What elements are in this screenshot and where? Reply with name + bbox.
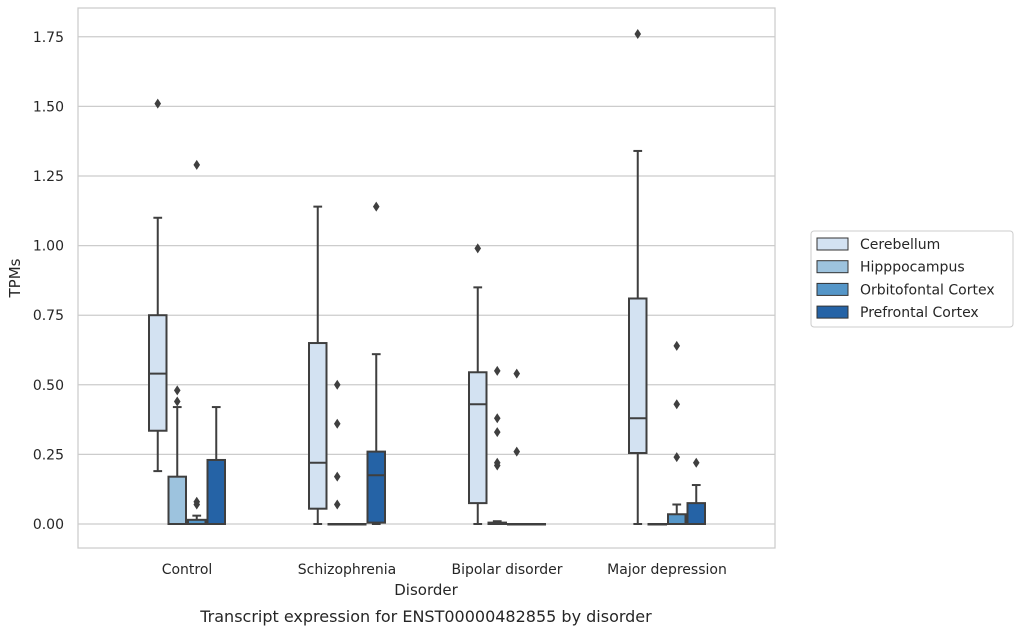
box-item: [487, 365, 507, 525]
box-item: [667, 340, 687, 525]
box-body: [167, 475, 187, 525]
outlier-point: [493, 413, 501, 424]
y-tick-label: 1.00: [33, 239, 64, 255]
box-item: [206, 406, 226, 525]
y-tick-label: 0.50: [33, 378, 64, 394]
box-item: [526, 523, 546, 526]
outlier-point: [474, 243, 482, 254]
y-tick-label: 0.00: [33, 517, 64, 533]
box-item: [327, 379, 347, 526]
legend-label: Cerebellum: [860, 237, 940, 253]
box-item: [148, 98, 168, 473]
box-item: [347, 523, 367, 526]
outlier-point: [513, 446, 521, 457]
box-item: [167, 385, 187, 525]
outlier-point: [154, 98, 162, 109]
x-tick-label: Control: [162, 562, 213, 578]
outlier-point: [634, 29, 642, 40]
legend-swatch: [816, 282, 849, 296]
outlier-point: [493, 427, 501, 438]
x-tick-label: Schizophrenia: [298, 562, 396, 578]
box-body: [206, 458, 226, 525]
legend-swatch: [816, 260, 849, 274]
outlier-point: [193, 496, 201, 507]
outlier-point: [333, 418, 341, 429]
outlier-point: [493, 457, 501, 468]
box-item: [647, 523, 667, 526]
x-tick-labels: Control Schizophrenia Bipolar disorder Majo…: [162, 562, 727, 578]
legend-swatch: [816, 305, 849, 319]
legend-swatch: [816, 237, 849, 251]
outlier-point: [333, 379, 341, 390]
box-series: [206, 201, 706, 526]
y-tick-label: 0.25: [33, 447, 64, 463]
x-axis-title: Disorder: [394, 581, 458, 599]
outlier-point: [493, 365, 501, 376]
outlier-point: [193, 159, 201, 170]
box-item: [628, 29, 648, 525]
box-body: [308, 342, 328, 510]
box-item: [468, 243, 488, 525]
chart-caption: Transcript expression for ENST0000048285…: [199, 607, 652, 626]
legend-frame: [810, 230, 1014, 328]
outlier-point: [673, 340, 681, 351]
box-item: [507, 368, 527, 526]
y-gridlines: [78, 36, 775, 525]
outlier-point: [173, 396, 181, 407]
box-body: [628, 297, 648, 455]
outlier-point: [692, 457, 700, 468]
plot-frame: [77, 7, 776, 549]
x-tick-label: Bipolar disorder: [451, 562, 562, 578]
outlier-point: [673, 399, 681, 410]
plot-area-background: [78, 8, 775, 548]
box-item: [686, 457, 706, 525]
x-tick-label: Major depression: [607, 562, 727, 578]
y-tick-label: 1.25: [33, 169, 64, 185]
y-tick-labels: 0.00 0.25 0.50 0.75 1.00 1.25 1.50 1.75: [33, 30, 64, 533]
box-body: [686, 502, 706, 525]
box-body: [468, 371, 488, 505]
legend-label: Prefrontal Cortex: [860, 305, 979, 321]
box-item: [366, 201, 386, 525]
box-item: [187, 159, 207, 525]
y-tick-label: 0.75: [33, 308, 64, 324]
box-body: [667, 513, 687, 525]
box-series: [148, 29, 648, 525]
legend-label: Orbitofontal Cortex: [860, 282, 995, 298]
box-item: [308, 205, 328, 525]
outlier-point: [333, 471, 341, 482]
box-series: [167, 365, 667, 526]
box-body: [366, 450, 386, 524]
outlier-point: [333, 499, 341, 510]
outlier-point: [372, 201, 380, 212]
box-series: [187, 159, 687, 526]
y-axis-title: TPMs: [6, 258, 24, 298]
outlier-point: [673, 452, 681, 463]
box-series-group: [148, 29, 706, 526]
y-tick-label: 1.50: [33, 99, 64, 115]
y-tick-label: 1.75: [33, 30, 64, 46]
outlier-point: [173, 385, 181, 396]
legend-label: Hipppocampus: [860, 260, 965, 276]
outlier-point: [513, 368, 521, 379]
legend: Cerebellum Hipppocampus Orbitofontal Corte…: [810, 230, 1014, 328]
